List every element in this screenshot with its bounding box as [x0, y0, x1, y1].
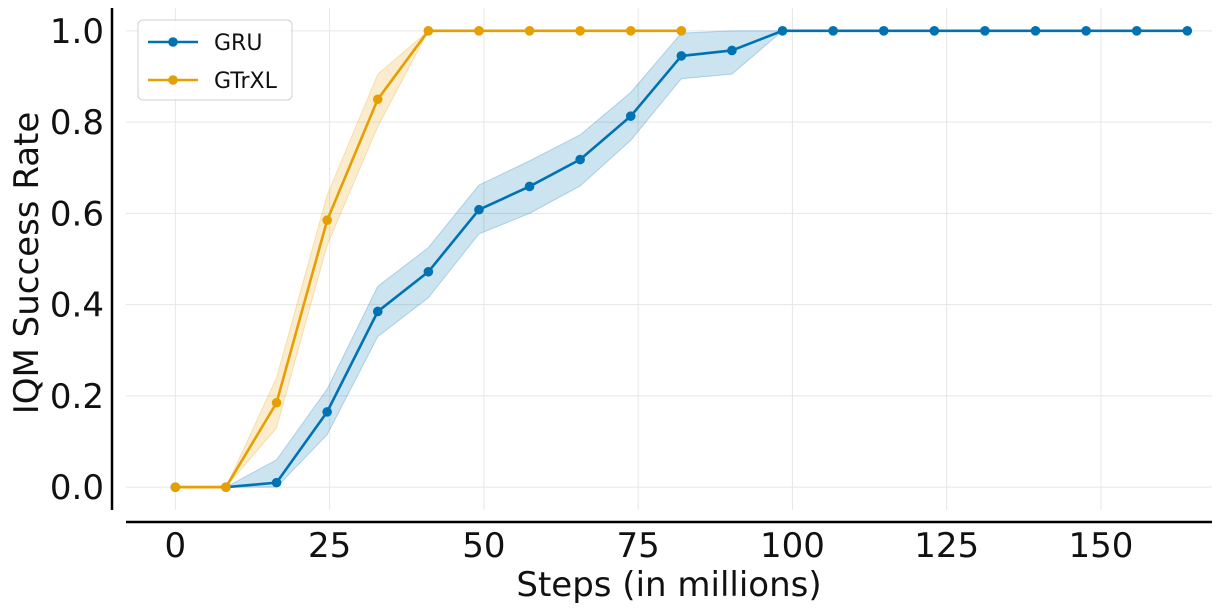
data-point-gru: [625, 111, 636, 121]
data-point-gru: [474, 204, 484, 215]
confidence-band-gru: [175, 30, 1188, 488]
y-tick-label: 0.0: [50, 468, 104, 508]
legend: GRU GTrXL: [137, 19, 293, 101]
data-point-gtrxl: [474, 26, 484, 36]
x-tick-label: 50: [462, 526, 505, 566]
series-points: [170, 26, 1193, 492]
data-point-gtrxl: [524, 26, 535, 36]
data-point-gru: [1131, 26, 1142, 36]
confidence-bands: [175, 30, 1188, 488]
data-point-gru: [727, 45, 737, 56]
legend-label-gtrxl: GTrXL: [214, 69, 278, 94]
x-tick-label: 100: [760, 526, 825, 566]
legend-label-gru: GRU: [214, 31, 262, 56]
legend-marker-gru: [168, 37, 178, 47]
x-axis-label: Steps (in millions): [516, 565, 821, 605]
data-point-gru: [777, 26, 788, 36]
x-tick-labels: 0 25 50 75 100 125 150: [165, 526, 1134, 566]
x-tick-label: 25: [308, 526, 351, 566]
y-tick-label: 0.8: [50, 103, 104, 143]
x-tick-label: 0: [165, 526, 187, 566]
y-tick-label: 0.4: [50, 286, 104, 326]
y-tick-label: 0.2: [50, 377, 104, 417]
data-point-gtrxl: [676, 26, 687, 36]
y-tick-label: 0.6: [50, 194, 104, 234]
data-point-gru: [1081, 26, 1091, 36]
data-point-gtrxl: [322, 215, 332, 226]
y-tick-label: 1.0: [50, 12, 104, 52]
data-point-gru: [878, 26, 889, 36]
data-point-gru: [524, 181, 535, 192]
confidence-band-gtrxl: [175, 30, 682, 488]
data-point-gtrxl: [221, 482, 231, 492]
data-point-gru: [271, 477, 282, 488]
data-point-gtrxl: [625, 26, 636, 36]
data-point-gtrxl: [170, 482, 181, 492]
data-point-gtrxl: [575, 26, 585, 36]
data-point-gru: [1030, 26, 1041, 36]
data-point-gru: [423, 266, 434, 277]
data-point-gtrxl: [423, 26, 434, 36]
axes: [110, 8, 1212, 524]
data-point-gtrxl: [271, 397, 282, 408]
data-point-gru: [929, 26, 940, 36]
data-point-gru: [676, 51, 687, 61]
data-point-gru: [1182, 26, 1193, 36]
data-point-gru: [575, 154, 585, 165]
legend-marker-gtrxl: [168, 75, 178, 85]
data-point-gru: [980, 26, 990, 36]
x-tick-label: 75: [617, 526, 660, 566]
x-tick-label: 125: [914, 526, 979, 566]
y-axis-label: IQM Success Rate: [7, 112, 47, 415]
x-tick-label: 150: [1068, 526, 1133, 566]
data-point-gru: [372, 306, 383, 317]
data-point-gru: [322, 407, 332, 417]
y-tick-labels: 0.0 0.2 0.4 0.6 0.8 1.0: [50, 12, 104, 508]
data-point-gru: [828, 26, 838, 36]
data-point-gtrxl: [372, 94, 383, 105]
